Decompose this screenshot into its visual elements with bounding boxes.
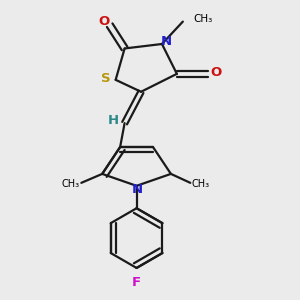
- Text: CH₃: CH₃: [193, 14, 212, 24]
- Text: O: O: [210, 66, 221, 79]
- Text: S: S: [101, 72, 111, 85]
- Text: N: N: [131, 183, 142, 196]
- Text: CH₃: CH₃: [192, 179, 210, 189]
- Text: N: N: [161, 34, 172, 47]
- Text: CH₃: CH₃: [62, 179, 80, 189]
- Text: H: H: [108, 114, 119, 127]
- Text: O: O: [99, 15, 110, 28]
- Text: F: F: [132, 276, 141, 289]
